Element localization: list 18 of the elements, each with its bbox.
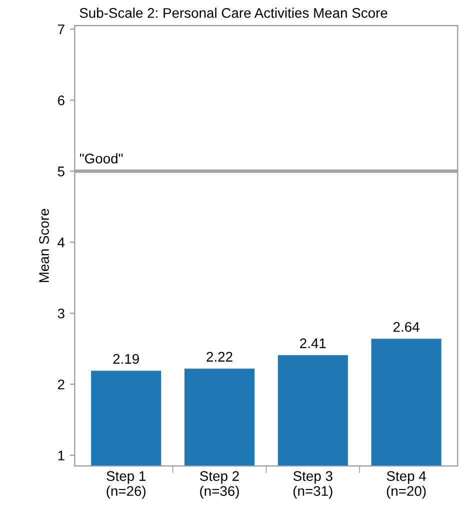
data-label: 2.22: [206, 352, 232, 362]
y-tick-label: 3: [58, 308, 64, 318]
data-label: 2.41: [300, 338, 326, 348]
y-axis-title: Mean Score: [39, 208, 49, 282]
y-tick-label: 6: [58, 96, 64, 106]
data-label: 2.64: [393, 322, 420, 332]
x-tick-label: Step 3 (n=31): [293, 471, 332, 499]
data-label: 2.19: [113, 354, 139, 364]
x-tick-label: Step 2 (n=36): [200, 471, 239, 499]
y-tick-label: 5: [58, 166, 64, 176]
y-tick-label: 1: [58, 450, 64, 460]
x-tick-label: Step 1 (n=26): [106, 471, 146, 499]
chart-title: Sub-Scale 2: Personal Care Activities Mean Score: [80, 8, 388, 18]
x-tick-label: Step 4 (n=20): [386, 471, 426, 499]
y-tick-label: 4: [58, 238, 65, 248]
y-tick-label: 2: [58, 380, 64, 390]
y-tick-label: 7: [58, 24, 64, 34]
ref-line-label: "Good": [80, 153, 123, 164]
